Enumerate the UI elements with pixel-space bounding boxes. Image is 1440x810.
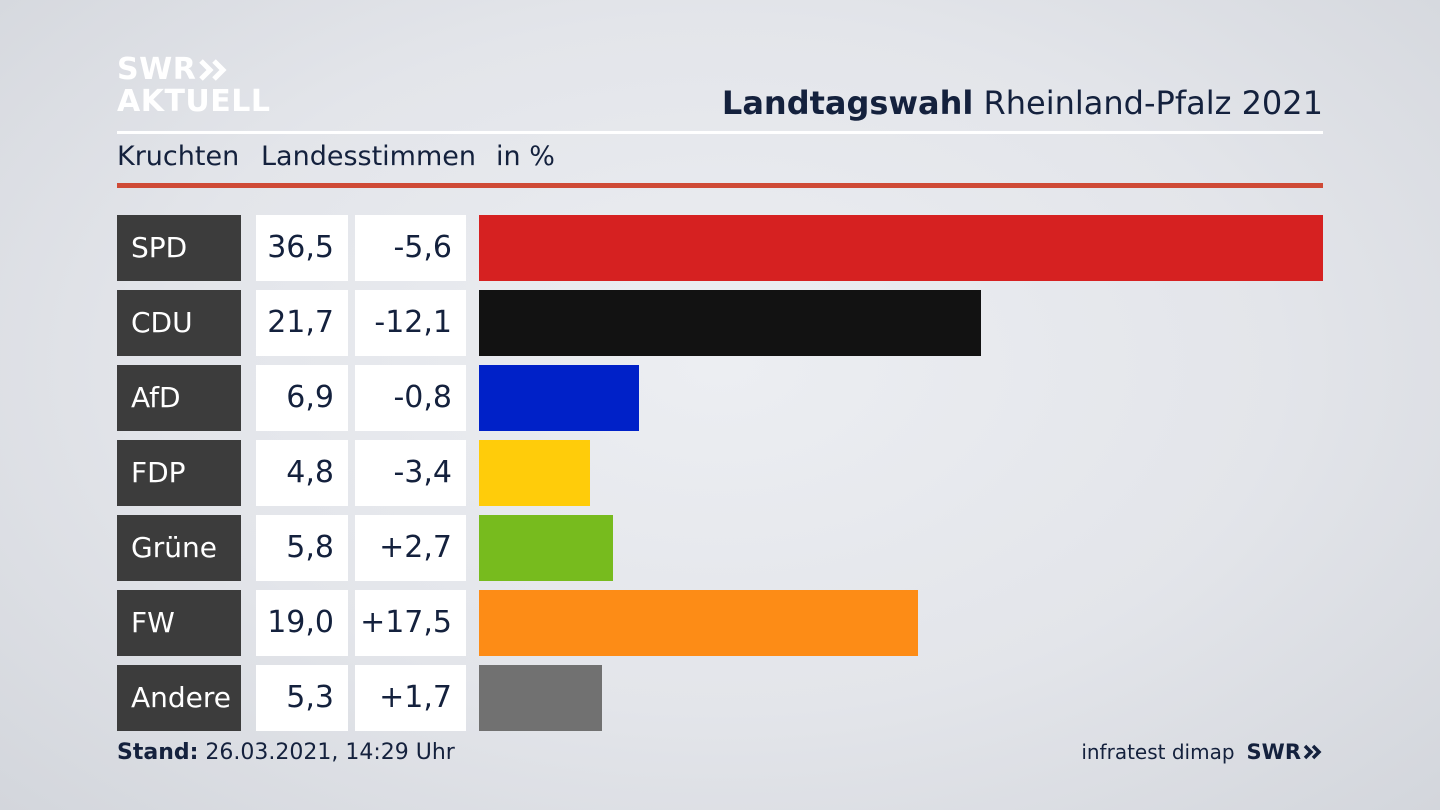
vote-share-bar	[479, 290, 981, 356]
vote-change-value: -0,8	[355, 365, 466, 431]
vote-share-bar	[479, 515, 613, 581]
vote-change-value: -12,1	[355, 290, 466, 356]
vote-share-bar	[479, 365, 639, 431]
source-text: infratest dimap	[1081, 740, 1235, 764]
subhead-kruchten: Kruchten	[117, 141, 240, 172]
stand-value: 26.03.2021, 14:29 Uhr	[205, 740, 455, 765]
vote-change-value: +17,5	[355, 590, 466, 656]
party-label: CDU	[117, 290, 241, 356]
party-label: Andere	[117, 665, 241, 731]
vote-share-value: 19,0	[256, 590, 348, 656]
stand-label: Stand:	[117, 740, 199, 765]
header-divider	[117, 131, 1323, 134]
vote-change-value: -5,6	[355, 215, 466, 281]
party-label: FW	[117, 590, 241, 656]
vote-share-value: 36,5	[256, 215, 348, 281]
title-bold: Landtagswahl	[721, 84, 974, 122]
vote-share-value: 5,3	[256, 665, 348, 731]
party-label: FDP	[117, 440, 241, 506]
vote-share-value: 4,8	[256, 440, 348, 506]
vote-share-value: 6,9	[256, 365, 348, 431]
logo-swr-text: SWR	[117, 52, 197, 87]
logo-aktuell-text: AKTUELL	[117, 84, 271, 119]
vote-change-value: +1,7	[355, 665, 466, 731]
vote-share-value: 21,7	[256, 290, 348, 356]
vote-change-value: -3,4	[355, 440, 466, 506]
source-credit: infratest dimap SWR	[1081, 740, 1323, 764]
party-label: SPD	[117, 215, 241, 281]
party-label: AfD	[117, 365, 241, 431]
timestamp: Stand: 26.03.2021, 14:29 Uhr	[117, 740, 455, 765]
vote-share-bar	[479, 215, 1323, 281]
logo-chevrons-icon	[199, 59, 227, 81]
vote-share-bar	[479, 665, 602, 731]
vote-share-value: 5,8	[256, 515, 348, 581]
subhead-divider	[117, 183, 1323, 188]
swr-brand: SWR	[1247, 740, 1323, 764]
vote-share-bar	[479, 590, 918, 656]
swr-brand-text: SWR	[1246, 740, 1301, 764]
swr-aktuell-logo: SWR AKTUELL	[117, 54, 271, 118]
title-rest: Rheinland-Pfalz 2021	[983, 84, 1323, 122]
swr-chevrons-icon	[1303, 744, 1322, 760]
vote-share-bar	[479, 440, 590, 506]
chart-title: Landtagswahl Rheinland-Pfalz 2021	[722, 84, 1323, 122]
subhead-unit: in %	[496, 141, 555, 172]
party-label: Grüne	[117, 515, 241, 581]
vote-change-value: +2,7	[355, 515, 466, 581]
subhead-landesstimmen: Landesstimmen	[261, 141, 476, 172]
